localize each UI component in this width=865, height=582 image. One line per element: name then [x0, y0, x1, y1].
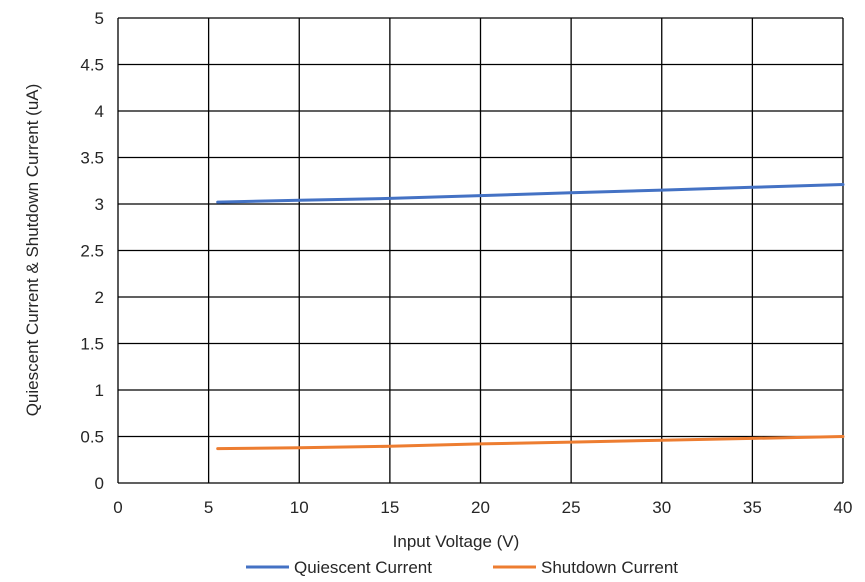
y-tick-label: 4: [95, 102, 104, 121]
legend-label: Shutdown Current: [541, 558, 678, 577]
y-axis-title: Quiescent Current & Shutdown Current (uA…: [23, 84, 42, 417]
y-tick-label: 0.5: [80, 428, 104, 447]
x-tick-label: 10: [290, 498, 309, 517]
x-tick-label: 20: [471, 498, 490, 517]
series-lines: [216, 183, 845, 451]
tick-labels: 0 5 10 15 20 25 30 35 40 0 0.5 1 1.5 2 2.5 3 3.5 4 4.5 5: [80, 9, 852, 517]
y-tick-label: 5: [95, 9, 104, 28]
y-tick-label: 1.5: [80, 335, 104, 354]
x-tick-label: 15: [380, 498, 399, 517]
x-tick-label: 35: [743, 498, 762, 517]
y-tick-label: 3: [95, 195, 104, 214]
x-tick-label: 30: [652, 498, 671, 517]
x-tick-label: 0: [113, 498, 122, 517]
legend-label: Quiescent Current: [294, 558, 432, 577]
y-tick-label: 4.5: [80, 56, 104, 75]
y-tick-label: 2: [95, 288, 104, 307]
x-axis-title: Input Voltage (V): [393, 532, 520, 551]
y-tick-label: 3.5: [80, 149, 104, 168]
y-tick-label: 0: [95, 474, 104, 493]
x-tick-label: 40: [834, 498, 853, 517]
x-tick-label: 25: [562, 498, 581, 517]
series-line-quiescent-current: [216, 183, 845, 204]
grid-lines: [117, 17, 844, 484]
x-tick-label: 5: [204, 498, 213, 517]
y-tick-label: 1: [95, 381, 104, 400]
series-line-shutdown-current: [216, 435, 845, 451]
y-tick-label: 2.5: [80, 242, 104, 261]
legend: Quiescent Current Shutdown Current: [246, 558, 678, 577]
